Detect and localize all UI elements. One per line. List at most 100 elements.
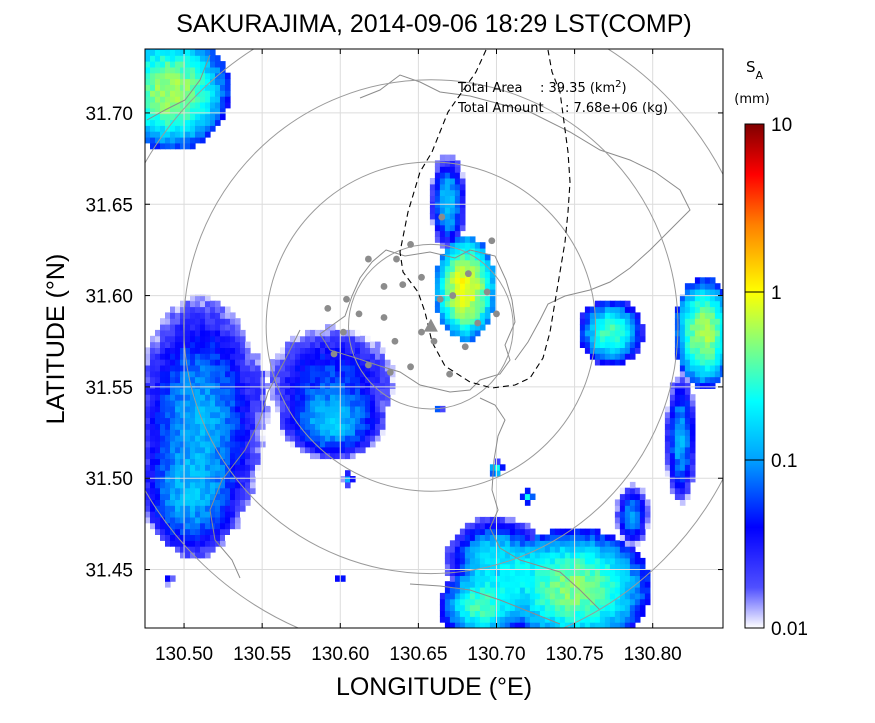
deposit-cell [719,353,723,360]
deposit-cell [175,505,181,512]
deposit-cell [345,423,351,430]
deposit-cell [295,405,301,413]
deposit-cell [195,411,201,419]
deposit-cell [175,55,181,62]
deposit-cell [360,411,366,419]
deposit-cell [544,592,551,600]
deposit-cell [170,365,176,372]
deposit-cell [230,470,236,477]
deposit-cell [165,312,171,319]
deposit-cell [594,552,601,559]
deposit-cell [325,441,331,448]
deposit-cell [325,365,331,372]
deposit-cell [165,452,171,460]
deposit-cell [320,435,326,442]
deposit-cell [459,581,466,588]
deposit-cell [464,581,471,588]
deposit-cell [589,616,596,623]
deposit-cell [619,552,626,559]
deposit-cell [564,557,571,565]
deposit-cell [165,335,171,343]
deposit-cell [195,376,201,384]
deposit-cell [539,598,546,606]
deposit-cell [479,283,486,290]
deposit-cell [205,61,211,68]
deposit-cell [340,335,346,343]
deposit-cell [699,365,706,372]
deposit-cell [220,107,226,115]
deposit-cell [315,452,321,460]
deposit-cell [469,552,476,559]
deposit-cell [315,417,321,424]
deposit-cell [644,581,651,588]
station-markers [324,213,500,378]
deposit-cell [155,417,161,424]
deposit-cell [205,405,211,413]
deposit-cell [350,423,356,430]
deposit-cell [210,540,216,547]
deposit-cell [345,341,351,348]
deposit-cell [220,394,226,401]
deposit-cell [165,353,171,360]
deposit-cell [345,435,351,442]
deposit-cell [240,446,246,454]
deposit-cell [205,528,211,535]
deposit-cell [145,359,151,366]
deposit-cell [719,289,723,296]
deposit-cell [529,534,536,541]
deposit-cell [689,423,696,430]
deposit-cell [345,382,351,389]
deposit-cell [474,534,481,541]
deposit-cell [200,300,206,308]
deposit-cell [699,283,706,290]
deposit-cell [599,359,606,366]
deposit-cell [205,370,211,378]
deposit-cell [509,528,516,535]
deposit-cell [509,540,516,547]
deposit-cell [145,370,151,378]
deposit-cell [200,370,206,378]
deposit-cell [584,534,591,541]
deposit-cell [439,253,446,261]
deposit-cell [634,312,641,319]
deposit-cell [350,405,356,413]
deposit-cell [679,417,686,424]
deposit-cell [375,400,381,407]
deposit-cell [574,546,581,553]
deposit-cell [230,329,236,337]
deposit-cell [444,598,451,606]
deposit-cell [230,370,236,378]
deposit-cell [150,452,156,460]
deposit-cell [619,581,626,588]
deposit-cell [484,253,491,261]
deposit-cell [604,353,611,360]
deposit-cell [644,569,651,576]
deposit-cell [180,394,186,401]
deposit-cell [589,552,596,559]
deposit-cell [320,341,326,348]
deposit-cell [185,487,191,495]
deposit-cell [350,411,356,419]
deposit-cell [195,452,201,460]
deposit-cell [350,452,356,460]
deposit-cell [579,534,586,541]
deposit-cell [559,622,566,628]
deposit-cell [370,353,376,360]
deposit-cell [384,394,391,401]
deposit-cell [175,335,181,343]
deposit-cell [684,464,691,471]
station-marker [386,368,394,376]
deposit-cell [499,552,506,559]
deposit-cell [549,528,556,535]
deposit-cell [175,464,181,471]
deposit-cell [624,522,631,530]
deposit-cell [479,318,486,325]
deposit-cell [210,376,216,384]
deposit-cell [300,435,306,442]
deposit-cell [210,511,216,518]
deposit-cell [190,318,196,325]
deposit-cell [360,359,366,366]
deposit-cell [360,341,366,348]
deposit-cell [210,370,216,378]
deposit-cell [335,370,341,378]
